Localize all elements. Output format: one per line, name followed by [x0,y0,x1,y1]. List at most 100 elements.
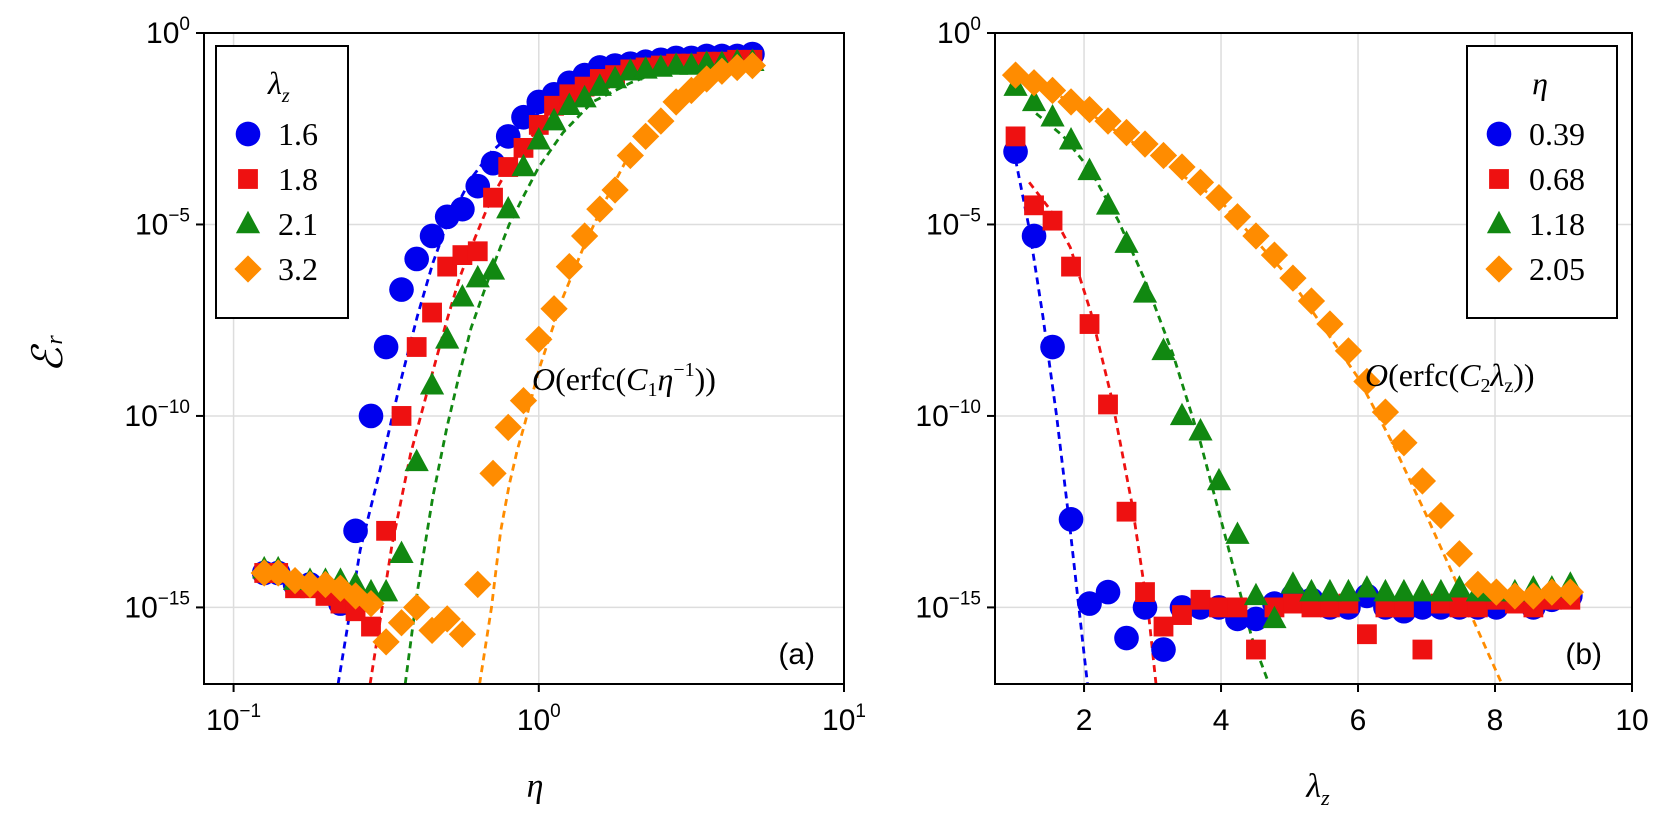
fit-line [1035,112,1271,684]
y-tick-label: 100 [146,14,190,50]
data-point [1057,88,1085,116]
data-point [1427,501,1455,530]
data-point [496,195,521,219]
data-point [448,620,477,648]
data-point [509,386,538,415]
panel-a: 10−1 100 101 100 10−5 10−10 10−15 η (a) O(erf… [124,14,866,805]
data-point [1246,639,1266,660]
data-point [1172,605,1192,625]
legend-marker [235,210,261,234]
panel-a-annotation-var: η [657,361,673,397]
data-point [1021,223,1047,249]
data-point [602,65,628,89]
data-point [1206,467,1232,491]
data-point [1447,575,1472,598]
data-point [1501,582,1529,610]
data-point [544,95,564,116]
data-point [467,241,488,262]
data-point [1556,578,1584,606]
data-point [1190,589,1211,610]
x-tick-label: 4 [1213,704,1230,737]
data-point [526,127,551,150]
data-point [1317,578,1343,602]
panel-b-y-ticks: 100 10−5 10−10 10−15 [915,14,995,624]
data-point [1151,337,1176,361]
data-point [419,372,445,395]
panel-b-legend: η 0.39 0.68 1.18 2.05 [1466,45,1618,319]
data-point [1205,184,1233,212]
data-point [1357,624,1377,645]
data-point [464,570,492,599]
panel-b-x-ticks: 2 4 6 8 10 [1076,684,1649,737]
panel-b-x-label: λz [1305,768,1330,810]
data-point [435,326,460,349]
data-point [376,520,396,541]
panel-b-annotation-var-sub: z [1504,375,1513,397]
data-point [1098,394,1118,415]
data-point [541,107,567,131]
data-point [1005,126,1026,147]
data-point [494,413,522,442]
data-point [404,448,429,472]
data-point [406,337,427,357]
panel-a-frame [203,32,845,685]
data-point [1260,241,1289,269]
data-point [1482,578,1511,606]
data-point [1095,579,1121,605]
data-point [557,92,582,115]
legend-marker [234,255,262,283]
data-point [391,406,412,426]
data-point [1114,625,1139,651]
panel-b-annotation-lead: O [1365,357,1388,393]
data-point [1075,95,1104,124]
legend-label: 0.68 [1529,161,1585,197]
data-point [1038,76,1067,105]
data-point [1040,334,1065,360]
legend-marker [235,121,261,147]
data-point [498,157,519,177]
data-point [1283,593,1303,614]
legend-label: 3.2 [278,251,318,287]
panel-a-annotation-open: (erfc( [555,361,626,397]
data-point [450,196,475,222]
data-point [433,605,461,633]
y-label-sub: r [42,335,68,345]
data-point [1316,310,1344,338]
data-point [1112,118,1141,147]
panel-a-legend: λz 1.6 1.8 2.1 3.2 [215,45,349,319]
panel-a-annotation-text: O(erfc(C1η−1)) [532,359,716,401]
data-point [511,153,536,177]
data-point [373,578,399,602]
x-tick-label: 6 [1350,704,1367,737]
series-2.05 [1001,61,1584,610]
data-point [1153,616,1174,637]
x-tick-label: 101 [822,701,866,737]
legend-marker [238,169,258,189]
data-point [343,518,368,544]
panel-b-annotation-text: O(erfc(C2λz)) [1365,357,1535,397]
data-point [1058,507,1084,532]
data-point [389,540,414,564]
data-point [437,256,458,277]
panel-b: 2 4 6 8 10 100 10−5 10−10 10−15 λz (b) O(erfc(C… [915,14,1648,810]
legend-marker [1485,255,1513,283]
data-point [1297,287,1326,315]
legend-label: 1.18 [1529,206,1585,242]
panel-b-annotation-c-sub: 2 [1480,375,1490,397]
data-point [1394,597,1414,618]
legend-marker [1489,169,1509,189]
panel-a-points [250,41,767,656]
data-point [1336,578,1361,602]
data-point [403,593,431,622]
panel-a-legend-box [215,45,349,319]
data-point [1149,141,1178,170]
y-tick-label: 10−15 [915,588,981,624]
y-tick-label: 100 [937,14,981,50]
data-point [465,264,490,288]
data-point [1242,222,1270,250]
data-point [664,52,689,75]
data-point [1116,501,1137,522]
data-point [387,609,416,637]
data-point [738,51,767,80]
panel-b-legend-title: η [1532,65,1548,101]
